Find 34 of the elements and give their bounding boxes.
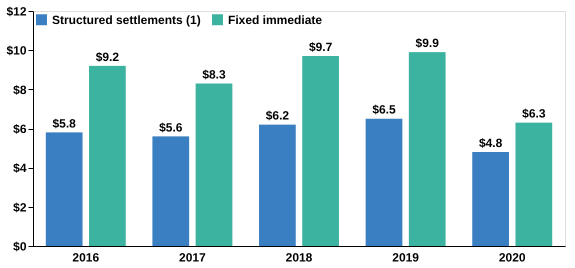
bar: [472, 152, 509, 246]
data-label: $8.3: [202, 67, 226, 82]
y-tick-label: $8: [13, 82, 27, 97]
bar: [196, 83, 232, 246]
data-label: $6.5: [372, 102, 396, 117]
y-tick-label: $4: [13, 161, 27, 176]
bar: [515, 122, 552, 246]
y-tick-label: $10: [6, 44, 27, 58]
bar: [408, 52, 446, 246]
data-label: $6.2: [266, 108, 290, 123]
data-label: $9.2: [96, 50, 120, 64]
data-label: $9.7: [308, 40, 333, 54]
data-label: $5.6: [159, 120, 183, 134]
data-label: $4.8: [478, 136, 503, 150]
y-tick-label: $2: [13, 200, 27, 214]
data-label: $6.3: [522, 106, 546, 121]
x-tick-label: 2018: [286, 250, 313, 264]
x-tick-label: 2017: [179, 250, 206, 264]
x-tick-label: 2019: [392, 250, 420, 264]
data-label: $9.9: [416, 36, 440, 50]
bar: [46, 132, 83, 246]
legend-label: Fixed immediate: [228, 12, 322, 27]
bar: [259, 124, 296, 246]
data-label: $5.8: [52, 116, 76, 130]
bar: [152, 136, 190, 246]
bar: [366, 118, 402, 246]
x-tick-label: 2020: [498, 250, 526, 264]
x-tick-label: 2016: [72, 250, 100, 264]
y-tick-label: $12: [6, 4, 27, 18]
y-tick-label: $6: [13, 122, 27, 136]
bar: [302, 56, 339, 246]
bar: [89, 66, 126, 246]
legend-label: Structured settlements (1): [52, 12, 201, 27]
y-tick-label: $0: [13, 240, 27, 254]
